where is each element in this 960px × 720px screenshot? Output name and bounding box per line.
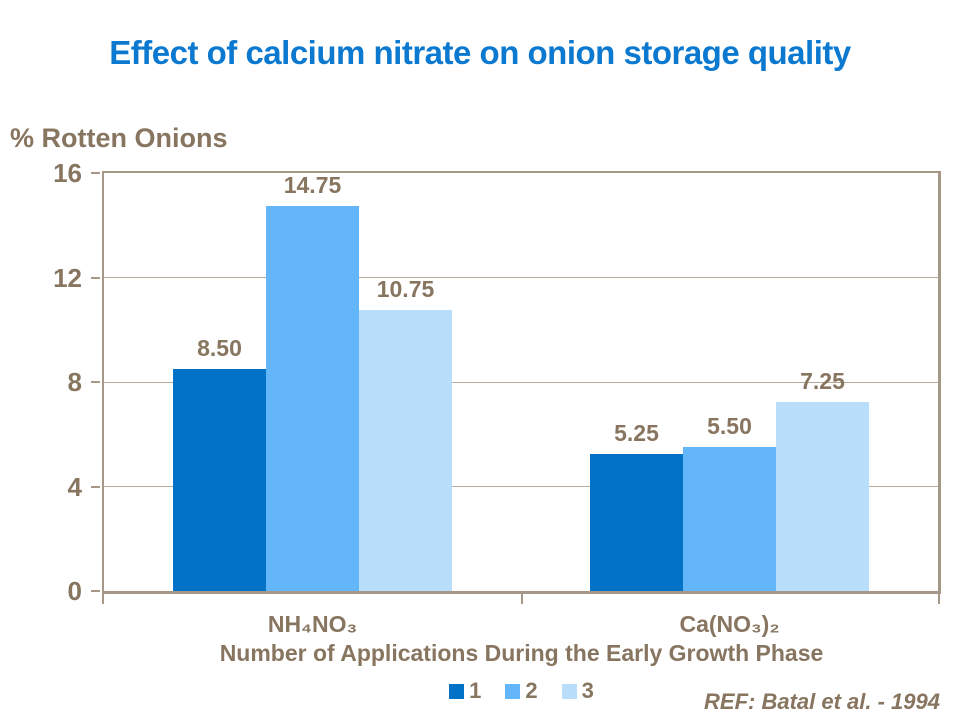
x-axis-title: Number of Applications During the Early … xyxy=(219,640,824,666)
gridline xyxy=(104,381,938,383)
chart-title: Effect of calcium nitrate on onion stora… xyxy=(109,34,851,71)
legend-label: 2 xyxy=(525,678,538,703)
bar-value-label: 5.50 xyxy=(707,413,752,440)
legend-item: 2 xyxy=(505,678,538,703)
y-tick-label: 12 xyxy=(53,262,82,293)
plot-area: 8.50 14.75 10.75 5.25 5.50 7.25 xyxy=(102,171,941,594)
bar-2 xyxy=(266,205,359,591)
bar-3 xyxy=(776,401,869,591)
gridline xyxy=(104,277,938,278)
y-tick-label: 16 xyxy=(53,158,82,188)
y-tick-mark xyxy=(91,485,100,488)
y-tick-label: 4 xyxy=(67,471,82,502)
y-tick-mark xyxy=(91,590,100,592)
category-label: Ca(NO₃)₂ xyxy=(679,611,780,637)
y-axis-label: % Rotten Onions xyxy=(10,123,228,153)
y-tick-mark xyxy=(91,276,100,279)
legend-label: 3 xyxy=(581,678,594,703)
legend-swatch-2 xyxy=(505,683,521,699)
legend-swatch-1 xyxy=(449,683,465,699)
bar-value-label: 8.50 xyxy=(197,334,242,361)
bar-2 xyxy=(683,447,776,591)
legend: 1 2 3 xyxy=(102,680,941,702)
legend-item: 3 xyxy=(561,678,594,703)
bar-3 xyxy=(359,310,452,591)
x-tick-mark xyxy=(102,594,104,604)
y-tick-label: 8 xyxy=(67,367,82,397)
y-tick-mark xyxy=(91,172,100,174)
bar-1 xyxy=(590,453,683,591)
gridline xyxy=(104,486,938,487)
bar-value-label: 5.25 xyxy=(614,419,659,446)
category-label: NH₄NO₃ xyxy=(267,611,358,637)
x-tick-mark xyxy=(520,594,523,604)
legend-swatch-3 xyxy=(561,683,577,699)
bar-value-label: 10.75 xyxy=(376,276,435,303)
bar-value-label: 14.75 xyxy=(283,171,342,198)
reference-note: REF: Batal et al. - 1994 xyxy=(704,689,940,714)
legend-item: 1 xyxy=(449,680,481,702)
bar-1 xyxy=(173,368,266,591)
bar-value-label: 7.25 xyxy=(800,367,845,394)
y-tick-label: 0 xyxy=(67,576,82,606)
y-tick-mark xyxy=(91,381,100,383)
legend-label: 1 xyxy=(469,678,482,703)
x-tick-mark xyxy=(938,594,940,604)
